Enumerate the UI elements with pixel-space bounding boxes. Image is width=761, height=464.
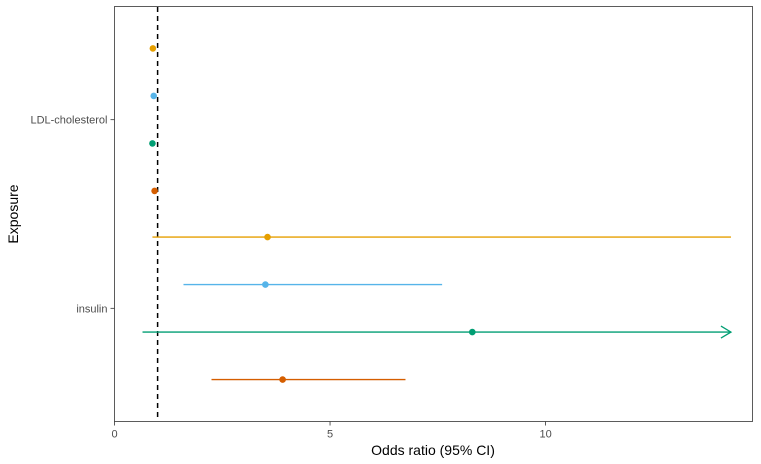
ci-mark-insulin-2	[142, 325, 733, 339]
y-tick-label: insulin	[76, 303, 107, 315]
ci-mark-insulin-1	[183, 281, 443, 288]
point-estimate	[468, 328, 476, 336]
x-tick-label: 0	[111, 429, 117, 441]
ci-arrow	[720, 325, 733, 339]
point-estimate	[149, 140, 156, 147]
x-axis-title: Odds ratio (95% CI)	[371, 442, 495, 458]
plot-panel	[114, 6, 753, 422]
ci-mark-ldl-cholesterol-0	[149, 45, 157, 52]
data-marks	[142, 45, 733, 383]
point-estimate	[279, 376, 286, 383]
x-axis: 0 5 10	[111, 421, 552, 441]
point-estimate	[151, 187, 158, 195]
x-tick-label: 5	[327, 429, 333, 441]
point-estimate	[262, 281, 269, 288]
point-estimate	[150, 92, 158, 100]
y-axis-title: Exposure	[5, 184, 21, 243]
point-estimate	[149, 45, 157, 52]
ci-mark-insulin-0	[152, 233, 731, 241]
x-tick-label: 10	[539, 429, 551, 441]
y-axis: LDL-cholesterol insulin	[30, 115, 115, 315]
point-estimate	[264, 233, 271, 241]
ci-mark-ldl-cholesterol-1	[150, 92, 158, 100]
ci-mark-insulin-3	[211, 376, 406, 383]
ci-mark-ldl-cholesterol-2	[149, 140, 156, 147]
y-tick-label: LDL-cholesterol	[30, 115, 107, 127]
ci-mark-ldl-cholesterol-3	[151, 187, 158, 195]
